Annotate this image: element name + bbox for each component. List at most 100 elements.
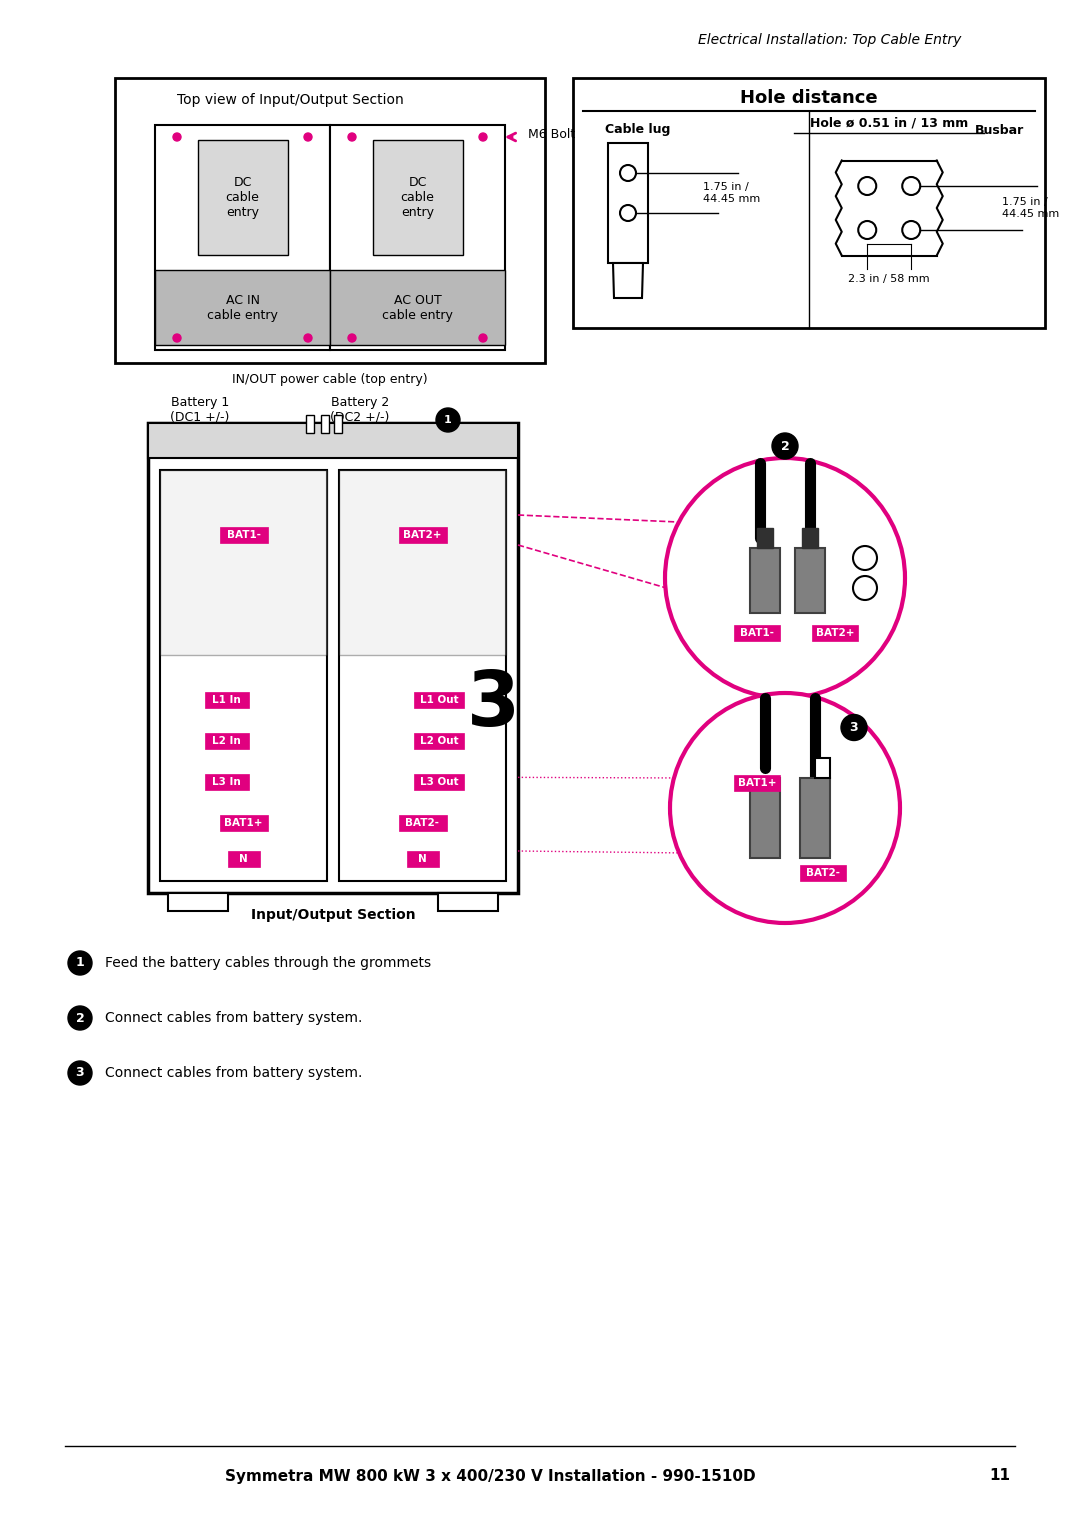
Circle shape (853, 576, 877, 601)
Text: BAT2+: BAT2+ (815, 628, 854, 639)
Bar (339, 471, 507, 882)
Bar (757, 529, 773, 549)
Circle shape (670, 694, 900, 923)
Bar (406, 851, 438, 866)
Circle shape (480, 133, 487, 141)
Text: Input/Output Section: Input/Output Section (251, 908, 416, 921)
Text: BAT1+: BAT1+ (738, 778, 777, 788)
Text: AC IN
cable entry: AC IN cable entry (207, 293, 278, 321)
Text: Symmetra MW 800 kW 3 x 400/230 V Installation - 990-1510D: Symmetra MW 800 kW 3 x 400/230 V Install… (225, 1468, 755, 1484)
Circle shape (348, 133, 356, 141)
Bar (148, 423, 518, 892)
Text: Connect cables from battery system.: Connect cables from battery system. (105, 1067, 363, 1080)
Text: BAT2+: BAT2+ (403, 530, 442, 539)
Bar (415, 733, 464, 749)
Bar (334, 416, 342, 432)
Bar (198, 141, 287, 255)
Text: L3 Out: L3 Out (420, 778, 459, 787)
Circle shape (859, 177, 876, 196)
Text: Battery 2
(DC2 +/-): Battery 2 (DC2 +/-) (330, 396, 390, 423)
Bar (168, 892, 228, 911)
Text: L1 Out: L1 Out (420, 695, 459, 704)
Circle shape (303, 133, 312, 141)
Text: 3: 3 (76, 1067, 84, 1079)
Circle shape (436, 408, 460, 432)
Circle shape (853, 545, 877, 570)
Text: DC
cable
entry: DC cable entry (401, 176, 434, 219)
Bar (399, 527, 446, 542)
Circle shape (620, 205, 636, 222)
Circle shape (173, 335, 181, 342)
Bar (114, 78, 545, 364)
Bar (205, 775, 248, 790)
Bar (800, 865, 846, 882)
Text: M6 Bolt: M6 Bolt (528, 128, 575, 142)
Text: BAT1-: BAT1- (227, 530, 260, 539)
Bar (802, 529, 818, 549)
Circle shape (68, 950, 92, 975)
Text: Hole ø 0.51 in / 13 mm: Hole ø 0.51 in / 13 mm (810, 116, 969, 130)
Text: N: N (418, 854, 427, 863)
Bar (205, 692, 248, 707)
Bar (415, 692, 464, 707)
Bar (795, 549, 825, 613)
Bar (734, 625, 780, 642)
Circle shape (620, 165, 636, 180)
Text: Battery 1
(DC1 +/-): Battery 1 (DC1 +/-) (171, 396, 230, 423)
Circle shape (902, 177, 920, 196)
Bar (373, 141, 462, 255)
Text: 1: 1 (76, 957, 84, 969)
Text: IN/OUT power cable (top entry): IN/OUT power cable (top entry) (232, 373, 428, 387)
Bar (750, 778, 780, 859)
Text: 3: 3 (467, 668, 519, 743)
Text: Electrical Installation: Top Cable Entry: Electrical Installation: Top Cable Entry (699, 34, 961, 47)
Circle shape (841, 715, 867, 741)
Text: Connect cables from battery system.: Connect cables from battery system. (105, 1012, 363, 1025)
Text: 1.75 in /
44.45 mm: 1.75 in / 44.45 mm (1002, 197, 1059, 219)
Text: L1 In: L1 In (213, 695, 241, 704)
Bar (573, 78, 1045, 329)
Text: N: N (239, 854, 248, 863)
Text: 11: 11 (989, 1468, 1010, 1484)
Text: 2.3 in / 58 mm: 2.3 in / 58 mm (849, 274, 930, 284)
Bar (156, 125, 330, 350)
Bar (321, 416, 329, 432)
Text: Top view of Input/Output Section: Top view of Input/Output Section (177, 93, 403, 107)
Circle shape (68, 1005, 92, 1030)
Text: 3: 3 (850, 721, 859, 733)
Text: BAT1-: BAT1- (740, 628, 774, 639)
Text: Hole distance: Hole distance (740, 89, 878, 107)
Text: 2: 2 (76, 1012, 84, 1024)
Bar (608, 144, 648, 263)
Text: 2: 2 (781, 440, 789, 452)
Text: L2 In: L2 In (213, 736, 241, 746)
Bar (219, 816, 268, 831)
Text: Cable lug: Cable lug (605, 124, 671, 136)
Bar (148, 423, 518, 458)
Circle shape (173, 133, 181, 141)
Text: L2 Out: L2 Out (420, 736, 459, 746)
Circle shape (68, 1060, 92, 1085)
Text: BAT2-: BAT2- (405, 819, 440, 828)
Text: Busbar: Busbar (975, 124, 1025, 136)
Bar (205, 733, 248, 749)
Bar (228, 851, 259, 866)
Circle shape (348, 335, 356, 342)
Polygon shape (613, 263, 643, 298)
Bar (415, 775, 464, 790)
Bar (330, 270, 505, 345)
Bar (800, 778, 831, 859)
Bar (306, 416, 314, 432)
Text: DC
cable
entry: DC cable entry (226, 176, 259, 219)
Bar (339, 471, 507, 656)
Text: BAT1+: BAT1+ (225, 819, 262, 828)
Circle shape (772, 432, 798, 458)
Text: L3 In: L3 In (213, 778, 241, 787)
Text: AC OUT
cable entry: AC OUT cable entry (382, 293, 453, 321)
Text: 1: 1 (444, 416, 451, 425)
Text: BAT2-: BAT2- (806, 868, 840, 879)
Bar (399, 816, 446, 831)
Bar (815, 758, 831, 778)
Circle shape (303, 335, 312, 342)
Bar (160, 471, 327, 882)
